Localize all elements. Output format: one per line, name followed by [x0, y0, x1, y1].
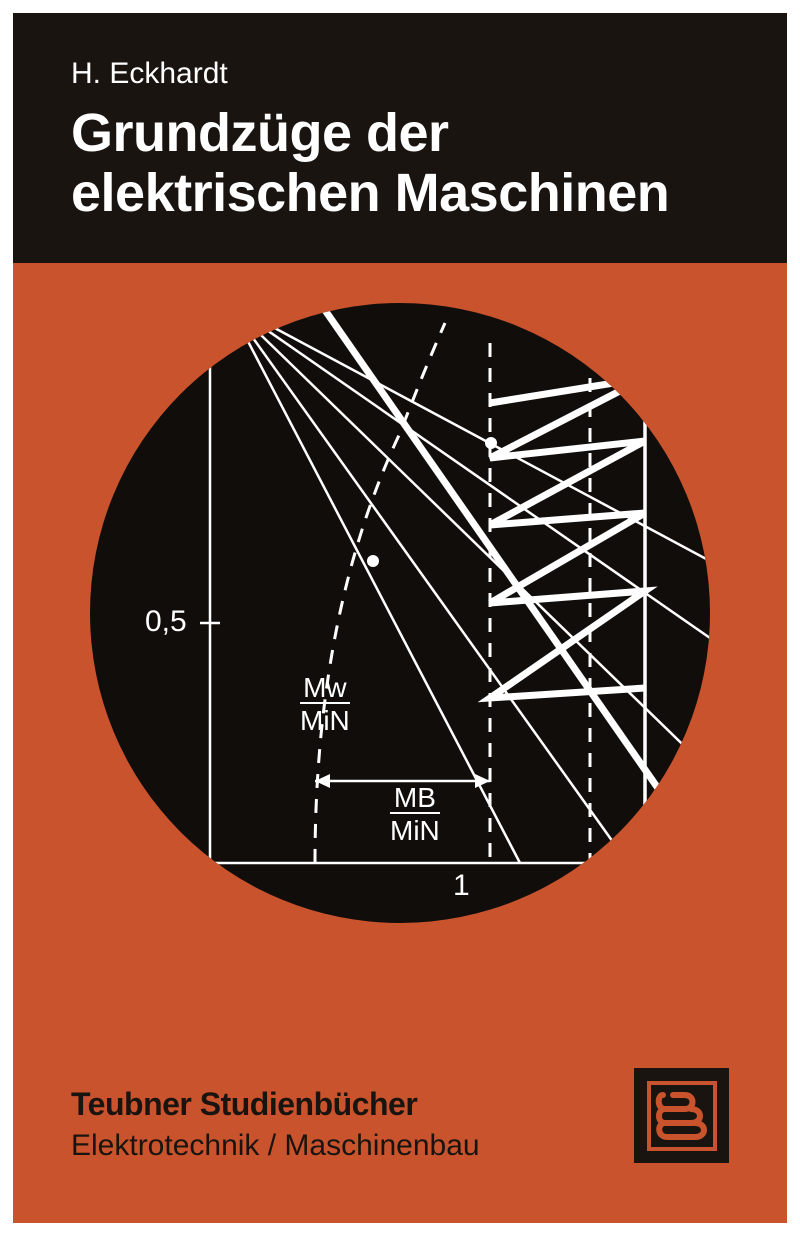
book-cover: H. Eckhardt Grundzüge der elektrischen M…: [13, 13, 787, 1223]
y-tick-label: 0,5: [145, 605, 187, 639]
main-characteristic-line: [320, 303, 710, 863]
author-name: H. Eckhardt: [71, 57, 729, 91]
footer-block: Teubner Studienbücher Elektrotechnik / M…: [71, 1086, 480, 1163]
x-tick-label: 1: [453, 869, 470, 903]
title-line-1: Grundzüge der: [71, 103, 449, 163]
title-line-2: elektrischen Maschinen: [71, 163, 669, 223]
ratio-mb-min: MB MiN: [390, 783, 440, 847]
diagram-container: 0,5 1 Mw MiN MB MiN: [90, 303, 710, 923]
arrow-head-right: [475, 774, 490, 788]
subject-line: Elektrotechnik / Maschinenbau: [71, 1129, 480, 1163]
ratio2-num: MB: [390, 783, 440, 812]
header-block: H. Eckhardt Grundzüge der elektrischen M…: [13, 13, 787, 263]
ratio-mw-min: Mw MiN: [300, 673, 350, 737]
intersection-dot: [367, 555, 379, 567]
series-name: Teubner Studienbücher: [71, 1086, 480, 1123]
fan-line: [228, 303, 710, 638]
ratio2-den: MiN: [390, 812, 440, 845]
intersection-dot: [485, 437, 497, 449]
ratio1-den: MiN: [300, 702, 350, 735]
teubner-logo-icon: [647, 1081, 717, 1151]
publisher-logo: [634, 1068, 729, 1163]
diagram-circle: 0,5 1 Mw MiN MB MiN: [90, 303, 710, 923]
book-title: Grundzüge der elektrischen Maschinen: [71, 103, 729, 224]
ratio1-num: Mw: [300, 673, 350, 702]
